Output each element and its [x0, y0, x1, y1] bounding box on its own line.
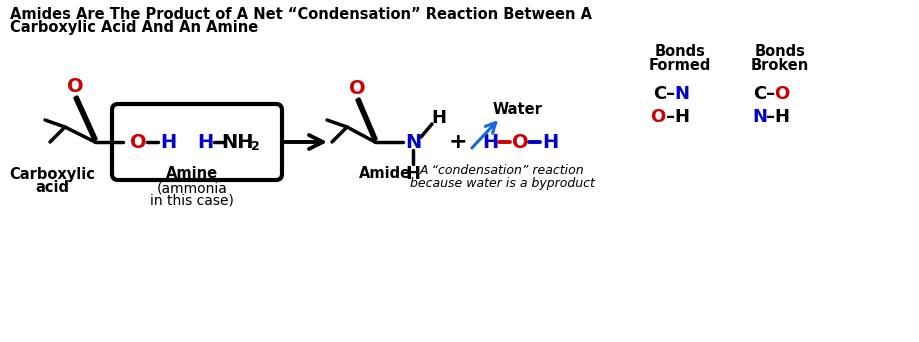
- Text: –: –: [766, 108, 775, 126]
- Text: –: –: [665, 85, 675, 103]
- Text: H: H: [541, 132, 558, 152]
- Text: N: N: [752, 108, 766, 126]
- Text: C: C: [652, 85, 666, 103]
- Text: acid: acid: [35, 180, 69, 195]
- Text: because water is a byproduct: because water is a byproduct: [409, 177, 594, 190]
- Text: H: H: [674, 108, 688, 126]
- Text: Broken: Broken: [750, 57, 808, 73]
- Text: H: H: [405, 165, 420, 183]
- Text: N: N: [404, 132, 421, 152]
- Text: H: H: [160, 132, 176, 152]
- Text: Amide: Amide: [358, 167, 411, 182]
- Text: –: –: [766, 85, 775, 103]
- Text: Bonds: Bonds: [653, 44, 705, 60]
- Text: NH: NH: [221, 132, 254, 152]
- Text: C: C: [753, 85, 766, 103]
- Text: A “condensation” reaction: A “condensation” reaction: [419, 163, 584, 176]
- Text: N: N: [674, 85, 688, 103]
- Text: H: H: [197, 132, 213, 152]
- Text: (ammonia: (ammonia: [156, 181, 227, 195]
- Text: Amides Are The Product of A Net “Condensation” Reaction Between A: Amides Are The Product of A Net “Condens…: [10, 7, 591, 22]
- Text: +: +: [448, 132, 467, 152]
- Text: O: O: [511, 132, 528, 152]
- Text: O: O: [66, 77, 84, 95]
- Text: O: O: [130, 132, 146, 152]
- Text: –: –: [665, 108, 675, 126]
- Text: O: O: [774, 85, 789, 103]
- Text: Bonds: Bonds: [754, 44, 804, 60]
- Text: Water: Water: [493, 103, 542, 118]
- Text: H: H: [774, 108, 789, 126]
- Text: O: O: [348, 79, 365, 97]
- Text: Carboxylic Acid And An Amine: Carboxylic Acid And An Amine: [10, 20, 258, 35]
- Text: H: H: [482, 132, 497, 152]
- Text: H: H: [431, 109, 446, 127]
- Text: Carboxylic: Carboxylic: [9, 167, 95, 182]
- Text: in this case): in this case): [150, 194, 233, 208]
- Text: Amine: Amine: [165, 167, 218, 182]
- Text: 2: 2: [250, 141, 259, 154]
- Text: O: O: [650, 108, 665, 126]
- Text: Formed: Formed: [648, 57, 710, 73]
